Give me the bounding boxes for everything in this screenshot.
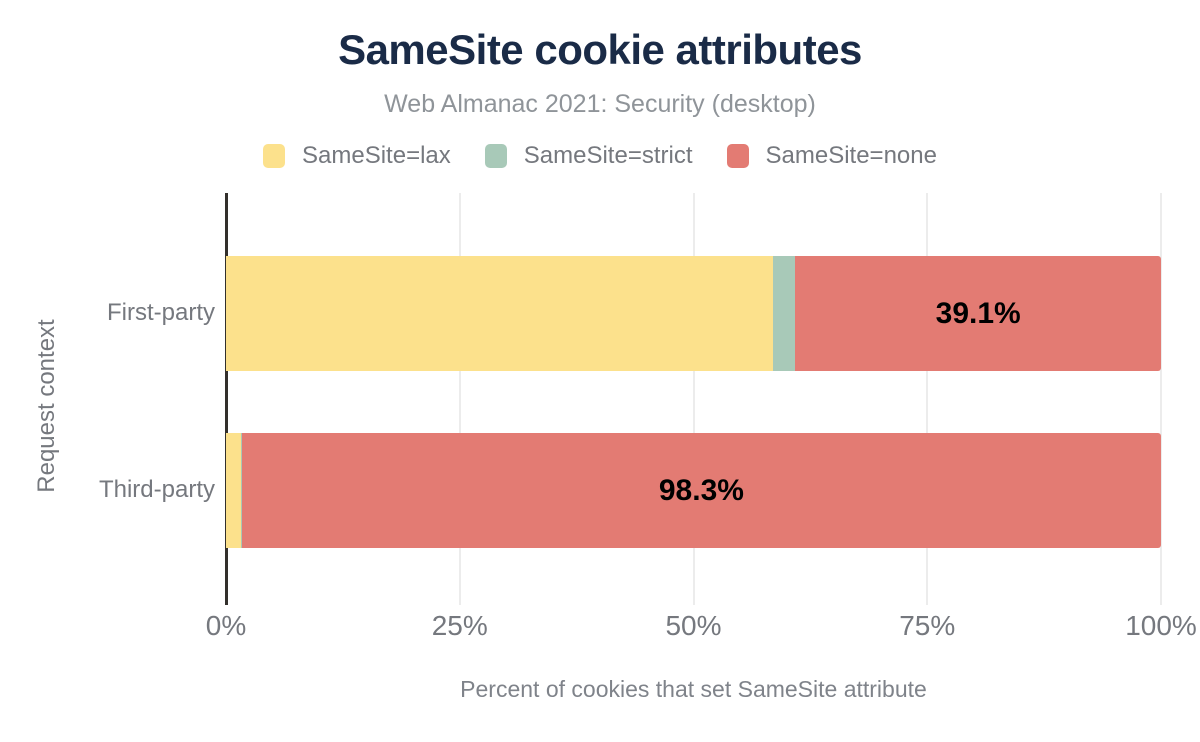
legend-label: SameSite=strict (523, 142, 693, 169)
legend-swatch-icon (726, 144, 749, 168)
bar-row-third-party: 98.3% (226, 433, 1161, 548)
gridline-100 (1160, 193, 1162, 605)
plot-area: 39.1% 98.3% (225, 193, 1162, 605)
legend-item-1: SameSite=lax (263, 142, 451, 170)
bar-segment (240, 433, 242, 548)
bar-segment (226, 256, 773, 371)
category-label-first-party: First-party (107, 299, 215, 326)
x-tick-label-75: 75% (899, 610, 956, 641)
legend-item-3: SameSite=none (726, 142, 937, 170)
x-axis-ticks: 0% 25% 50% 75% 100% (206, 610, 1197, 644)
legend-label: SameSite=lax (302, 142, 451, 169)
y-category-labels: First-party Third-party (0, 0, 215, 742)
bar-segment: 98.3% (241, 433, 1161, 548)
bar-row-first-party: 39.1% (226, 256, 1161, 371)
bar-value-label: 98.3% (658, 473, 744, 507)
bar-segment (772, 256, 796, 371)
bar-segment (226, 433, 241, 548)
gridline-50 (692, 193, 695, 605)
y-axis-line (225, 193, 228, 605)
legend-swatch-icon (484, 144, 507, 168)
legend-item-2: SameSite=strict (484, 142, 693, 170)
gridline-75 (926, 193, 929, 605)
bar-value-label: 39.1% (935, 296, 1021, 330)
x-tick-label-50: 50% (665, 610, 722, 641)
x-tick-label-0: 0% (205, 610, 247, 641)
bar-segment: 39.1% (795, 256, 1161, 371)
chart-subtitle: Web Almanac 2021: Security (desktop) (384, 90, 816, 118)
y-axis-title: Request context (33, 319, 60, 493)
x-tick-label-100: 100% (1125, 610, 1197, 641)
legend-swatch-icon (263, 144, 286, 168)
chart-title: SameSite cookie attributes (338, 26, 862, 73)
category-label-third-party: Third-party (98, 476, 215, 503)
x-axis-title: Percent of cookies that set SameSite att… (460, 676, 927, 702)
x-tick-label-25: 25% (431, 610, 488, 641)
legend-label: SameSite=none (765, 142, 937, 169)
legend: SameSite=lax SameSite=strict SameSite=none (0, 142, 1200, 170)
gridline-25 (458, 193, 461, 605)
